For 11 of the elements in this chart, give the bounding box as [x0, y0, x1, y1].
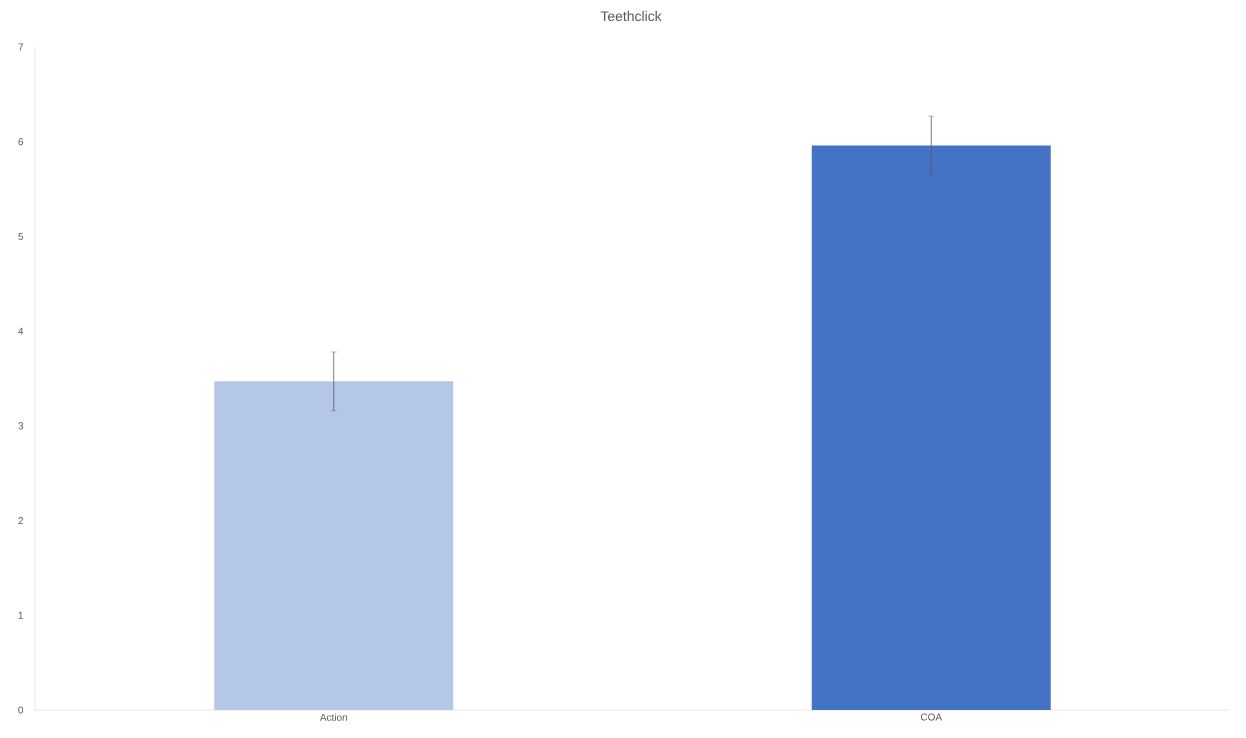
- y-tick-label: 5: [18, 232, 24, 240]
- y-tick-label: 2: [18, 517, 23, 525]
- y-tick-label: 0: [18, 706, 24, 714]
- y-tick-label: 6: [18, 138, 24, 146]
- y-tick-label: 1: [18, 611, 23, 619]
- chart-title: Teethclick: [600, 10, 662, 22]
- x-tick-label: COA: [920, 713, 943, 721]
- y-tick-label: 3: [18, 422, 24, 430]
- y-tick-label: 4: [18, 327, 24, 335]
- x-tick-label: Action: [319, 713, 347, 721]
- y-tick-label: 7: [18, 43, 23, 51]
